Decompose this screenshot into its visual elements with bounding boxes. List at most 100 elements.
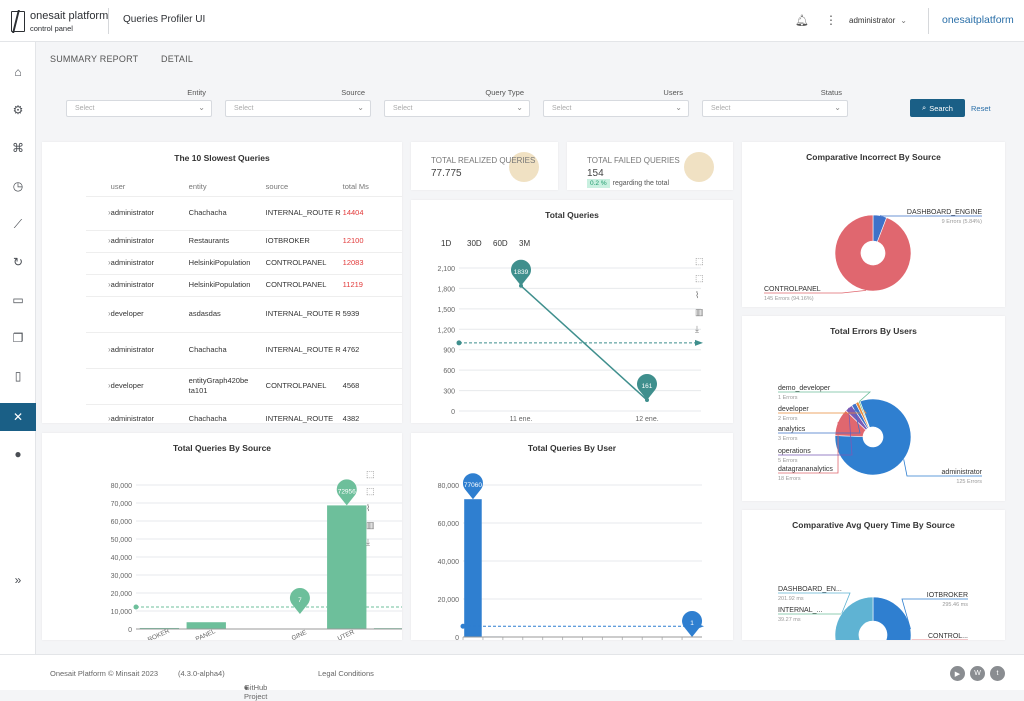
bell-icon[interactable]: 🔔︎ (795, 14, 809, 27)
book-icon[interactable]: ▯ (0, 362, 36, 390)
range-button-1D[interactable]: 1D (441, 239, 451, 248)
gear-icon[interactable]: ⚙ (0, 96, 36, 124)
files-icon[interactable]: ❐ (0, 324, 36, 352)
line-type-icon[interactable]: ⌇ (366, 503, 370, 513)
entity-select[interactable]: Select⌄ (66, 100, 212, 117)
reset-link[interactable]: Reset (971, 104, 991, 113)
bar-type-icon[interactable]: ▥ (695, 307, 704, 317)
cell-entity: asdasdas (189, 296, 266, 332)
tab-detail[interactable]: DETAIL (161, 54, 193, 64)
network-icon[interactable]: ⌘ (0, 134, 36, 162)
failed-pct-badge: 0.2 % (587, 179, 610, 188)
average-start-point (461, 624, 466, 629)
users-select[interactable]: Select⌄ (543, 100, 689, 117)
search-icon: ⌕ (922, 103, 926, 113)
expand-icon[interactable]: » (0, 566, 36, 594)
y-tick-label: 0 (455, 635, 459, 640)
tools-icon[interactable]: ✕ (0, 403, 36, 431)
footer: Onesait Platform © Minsait 2023 (4.3.0-a… (0, 654, 1024, 690)
legal-link[interactable]: Legal Conditions (318, 669, 374, 678)
cell-source: INTERNAL_ROUTE R (266, 332, 343, 368)
average-start-point (457, 340, 462, 345)
y-tick-label: 1,500 (437, 307, 455, 314)
x-tick-label: 12 ene. (635, 416, 658, 423)
chevron-right-icon[interactable]: › (86, 196, 111, 230)
filter-label-entity: Entity (120, 88, 206, 97)
cell-source: INTERNAL_ROUTE (266, 404, 343, 423)
chevron-right-icon[interactable]: › (86, 404, 111, 423)
slowest-queries-card: The 10 Slowest Queries user entity sourc… (42, 142, 402, 423)
brand-name[interactable]: onesaitplatform (942, 14, 1014, 26)
query-type-select[interactable]: Select⌄ (384, 100, 530, 117)
kpi-value: 77.775 (431, 168, 462, 179)
download-icon[interactable]: ⤓ (366, 537, 370, 547)
slice-label: CONTROLPANEL (764, 286, 821, 293)
monitor-icon[interactable]: ▭ (0, 286, 36, 314)
github-icon[interactable]: ● (0, 440, 36, 468)
tab-summary-report[interactable]: SUMMARY REPORT (50, 54, 138, 64)
chevron-right-icon[interactable]: › (86, 332, 111, 368)
y-tick-label: 600 (443, 368, 455, 375)
restore-icon[interactable]: ⬚ (366, 469, 375, 479)
status-select[interactable]: Select⌄ (702, 100, 848, 117)
x-tick-label: PANEL (195, 628, 217, 640)
search-button[interactable]: ⌕Search (910, 99, 965, 117)
y-tick-label: 20,000 (438, 597, 460, 604)
download-icon[interactable]: ⤓ (695, 324, 699, 334)
data-label-label: 1839 (514, 269, 529, 276)
cell-user: administrator (111, 274, 189, 296)
zoom-reset-icon[interactable]: ⬚ (366, 486, 375, 496)
user-menu[interactable]: administrator⌄ (849, 16, 907, 25)
chevron-down-icon: ⌄ (357, 103, 364, 112)
clock-icon[interactable]: ◷ (0, 172, 36, 200)
cell-total-ms: 12100 (343, 230, 402, 252)
y-tick-label: 1,800 (437, 286, 455, 293)
slice-sublabel: 145 Errors (94.16%) (764, 296, 814, 302)
range-button-3M[interactable]: 3M (519, 239, 530, 248)
youtube-icon[interactable]: ▶ (950, 666, 965, 681)
chevron-right-icon[interactable]: › (86, 230, 111, 252)
chevron-right-icon[interactable]: › (86, 274, 111, 296)
logo-title: onesait platform (30, 11, 108, 22)
home-icon[interactable]: ⌂ (0, 58, 36, 86)
cell-source: IOTBROKER (266, 230, 343, 252)
bar-type-icon[interactable]: ▥ (366, 520, 375, 530)
range-button-30D[interactable]: 30D (467, 239, 482, 248)
sync-icon[interactable]: ↻ (0, 248, 36, 276)
cell-source: INTERNAL_ROUTE R (266, 196, 343, 230)
slice-sublabel: 1 Errors (778, 395, 798, 401)
range-button-60D[interactable]: 60D (493, 239, 508, 248)
zoom-reset-icon[interactable]: ⬚ (695, 273, 704, 283)
slice-sublabel: 2 Errors (778, 416, 798, 422)
failed-note: regarding the total (613, 180, 669, 187)
chart-line-icon[interactable]: ⟋ (0, 210, 36, 238)
wordpress-icon[interactable]: W (970, 666, 985, 681)
line-type-icon[interactable]: ⌇ (695, 290, 699, 300)
more-menu-icon[interactable]: ⋮ (825, 13, 837, 27)
restore-icon[interactable]: ⬚ (695, 256, 704, 266)
chevron-right-icon[interactable]: › (86, 296, 111, 332)
kpi-label: TOTAL REALIZED QUERIES (431, 156, 535, 165)
chevron-right-icon[interactable]: › (86, 252, 111, 274)
onesait-logo-icon[interactable] (11, 11, 25, 32)
cell-total-ms: 11219 (343, 274, 402, 296)
source-select[interactable]: Select⌄ (225, 100, 371, 117)
divider (108, 8, 109, 34)
cell-user: administrator (111, 230, 189, 252)
chevron-right-icon[interactable]: › (86, 368, 111, 404)
chevron-down-icon: ⌄ (675, 103, 682, 112)
incorrect-by-source-card: Comparative Incorrect By Source DASHBOAR… (742, 142, 1005, 307)
bar (187, 622, 226, 629)
filter-label-query-type: Query Type (440, 88, 524, 97)
cell-entity: HelsinkiPopulation (189, 252, 266, 274)
twitter-icon[interactable]: t (990, 666, 1005, 681)
